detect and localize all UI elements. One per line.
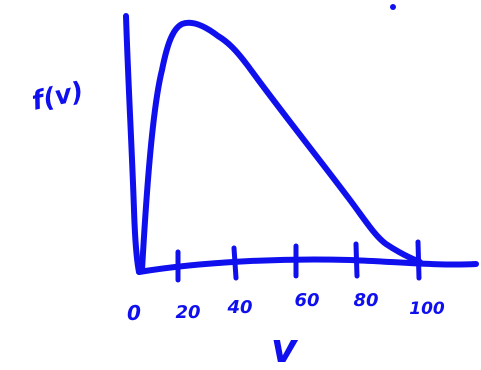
tick-mark-40 [231,245,239,281]
tick-mark-100 [415,239,422,281]
tick-label-40: 40 [226,297,252,318]
x-axis-ticks [175,239,422,283]
tick-label-60: 60 [294,290,319,311]
tick-label-20: 20 [175,302,200,323]
distribution-curve [139,19,423,273]
tick-mark-80 [353,241,360,279]
y-axis-line [123,13,142,275]
x-axis-title: v [271,326,299,370]
x-axis-line [136,256,479,275]
ink-dot [390,4,396,10]
tick-label-0: 0 [127,301,141,325]
x-axis-tick-labels: 0 20 40 60 80 100 [127,290,445,325]
y-axis-title: f(v) [29,77,86,117]
tick-label-80: 80 [353,290,378,311]
tick-label-100: 100 [409,299,445,319]
